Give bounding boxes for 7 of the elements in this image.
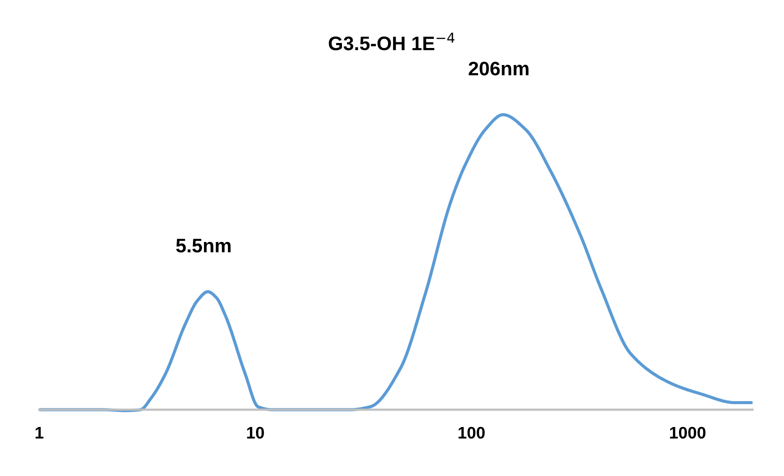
x-tick-label: 1: [36, 426, 44, 438]
x-tick-label: 10: [247, 426, 264, 439]
x-tick-label: 1000: [670, 426, 706, 439]
chart-title: G3.5-OH 1E$^{−4}$: [328, 32, 454, 50]
annotation: 5.5nm: [176, 238, 231, 252]
x-tick-label: 100: [458, 426, 485, 439]
text: 206nm: [468, 62, 528, 76]
